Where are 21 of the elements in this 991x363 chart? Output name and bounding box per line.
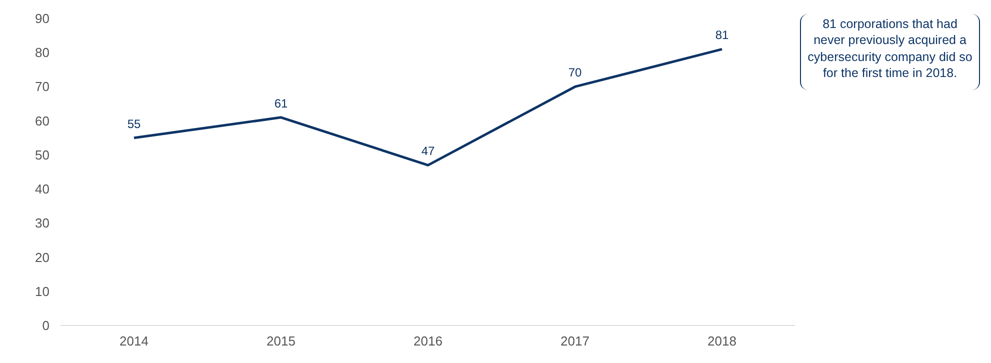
x-tick-label: 2017 bbox=[560, 334, 590, 348]
y-tick-label: 0 bbox=[42, 318, 50, 333]
y-tick-label: 10 bbox=[35, 284, 50, 299]
x-tick-label: 2016 bbox=[414, 334, 442, 348]
y-tick-label: 90 bbox=[35, 11, 50, 26]
x-tick-label: 2018 bbox=[708, 334, 736, 348]
text: 81 corporations that had never previously acquired a cybersecurity company did so for the first time in 2018. bbox=[808, 16, 972, 81]
data-label: 61 bbox=[274, 96, 288, 110]
y-tick-label: 40 bbox=[35, 182, 50, 197]
data-label: 81 bbox=[715, 28, 729, 42]
x-tick-label: 2014 bbox=[120, 334, 148, 348]
y-tick-label: 30 bbox=[35, 216, 50, 231]
data-label: 70 bbox=[568, 66, 582, 80]
data-label: 47 bbox=[421, 144, 435, 158]
x-tick-label: 2015 bbox=[266, 334, 296, 348]
y-tick-label: 80 bbox=[35, 45, 50, 60]
data-label: 55 bbox=[127, 116, 141, 131]
y-tick-label: 20 bbox=[35, 250, 50, 265]
y-tick-label: 70 bbox=[35, 79, 50, 94]
y-tick-label: 60 bbox=[35, 113, 50, 128]
y-tick-label: 50 bbox=[35, 147, 50, 162]
